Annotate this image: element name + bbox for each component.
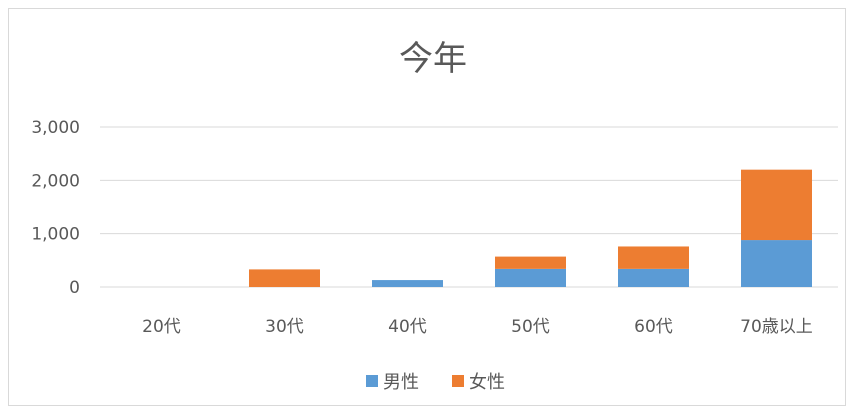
bar-segment xyxy=(618,246,689,269)
x-tick-label: 20代 xyxy=(142,317,181,337)
chart-title: 今年 xyxy=(399,39,467,79)
bar-segment xyxy=(741,240,812,287)
x-tick-label: 70歳以上 xyxy=(740,317,813,337)
bar-segment xyxy=(741,169,812,241)
legend-label: 男性 xyxy=(383,372,419,393)
legend-swatch xyxy=(452,375,464,387)
y-axis-ticks: 0 1,000 2,000 3,000 xyxy=(31,118,80,298)
y-tick-label: 3,000 xyxy=(31,118,80,138)
x-tick-label: 60代 xyxy=(634,317,673,337)
legend: 男性 女性 xyxy=(366,372,505,393)
chart-frame xyxy=(8,8,846,406)
y-tick-label: 0 xyxy=(69,278,80,298)
legend-swatch xyxy=(366,375,378,387)
x-tick-label: 40代 xyxy=(388,317,427,337)
bar-segment xyxy=(618,268,689,287)
legend-label: 女性 xyxy=(469,372,505,393)
y-tick-label: 1,000 xyxy=(31,225,80,245)
bar-segment xyxy=(249,269,320,287)
bar-segment xyxy=(372,280,443,287)
bar-segment xyxy=(495,256,566,269)
y-tick-label: 2,000 xyxy=(31,171,80,191)
x-tick-label: 50代 xyxy=(511,317,550,337)
bars xyxy=(249,169,812,287)
x-tick-label: 30代 xyxy=(265,317,304,337)
x-axis-ticks: 20代 30代 40代 50代 60代 70歳以上 xyxy=(142,317,813,337)
bar-segment xyxy=(495,268,566,287)
gridlines xyxy=(100,126,838,288)
